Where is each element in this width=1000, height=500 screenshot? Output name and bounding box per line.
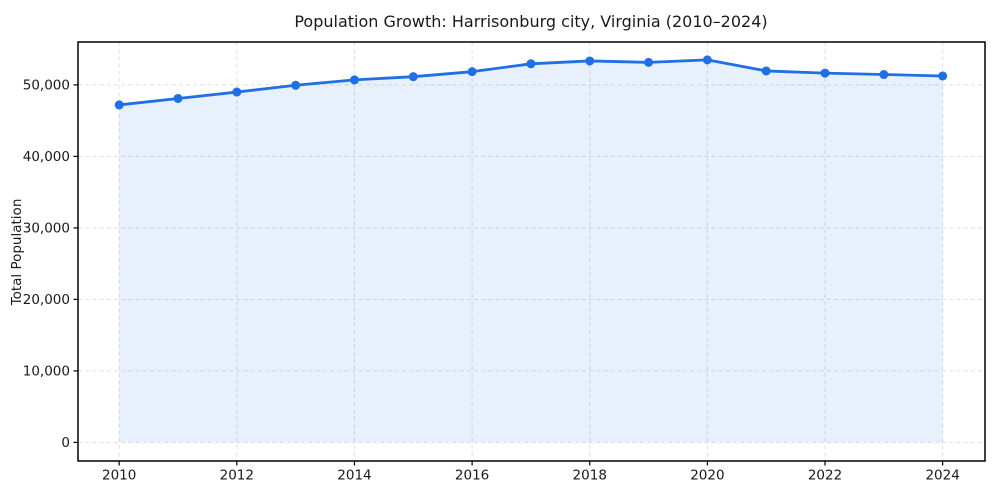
- x-tick-label: 2018: [573, 468, 607, 484]
- x-axis: 2010 2012 2014 2016 2018 2020 2022 2024: [102, 461, 960, 484]
- data-point-2019: [644, 57, 654, 67]
- data-point-2013: [291, 80, 301, 90]
- data-point-2016: [467, 67, 477, 77]
- x-tick-label: 2014: [337, 468, 371, 484]
- data-point-2014: [349, 75, 359, 85]
- chart-title: Population Growth: Harrisonburg city, Vi…: [294, 12, 767, 31]
- x-tick-label: 2024: [925, 468, 959, 484]
- data-point-2015: [408, 72, 418, 82]
- x-tick-label: 2016: [455, 468, 489, 484]
- x-tick-label: 2012: [220, 468, 254, 484]
- data-point-2017: [526, 59, 536, 69]
- y-tick-label: 20,000: [23, 292, 70, 308]
- data-point-2020: [702, 55, 712, 65]
- data-point-2010: [114, 100, 124, 110]
- x-tick-label: 2010: [102, 468, 136, 484]
- y-tick-label: 50,000: [23, 77, 70, 93]
- data-point-2023: [879, 70, 889, 80]
- data-point-2021: [761, 66, 771, 76]
- y-axis: 0 10,000 20,000 30,000 40,000 50,000: [23, 77, 78, 451]
- plot-area-background: [78, 42, 985, 461]
- data-point-2024: [938, 71, 948, 81]
- area-fill: [119, 59, 943, 443]
- series-area-fill: [119, 59, 943, 443]
- y-tick-label: 10,000: [23, 363, 70, 379]
- plot-border: [77, 41, 986, 462]
- y-tick-label: 40,000: [23, 149, 70, 165]
- gridlines: [78, 42, 985, 461]
- y-tick-label: 0: [61, 435, 70, 451]
- data-point-2022: [820, 68, 830, 78]
- data-point-2018: [585, 56, 595, 66]
- data-points: [114, 55, 948, 110]
- data-point-2011: [173, 93, 183, 103]
- y-axis-label: Total Population: [9, 199, 25, 307]
- x-tick-label: 2020: [690, 468, 724, 484]
- x-tick-label: 2022: [808, 468, 842, 484]
- y-tick-label: 30,000: [23, 220, 70, 236]
- data-point-2012: [232, 87, 242, 97]
